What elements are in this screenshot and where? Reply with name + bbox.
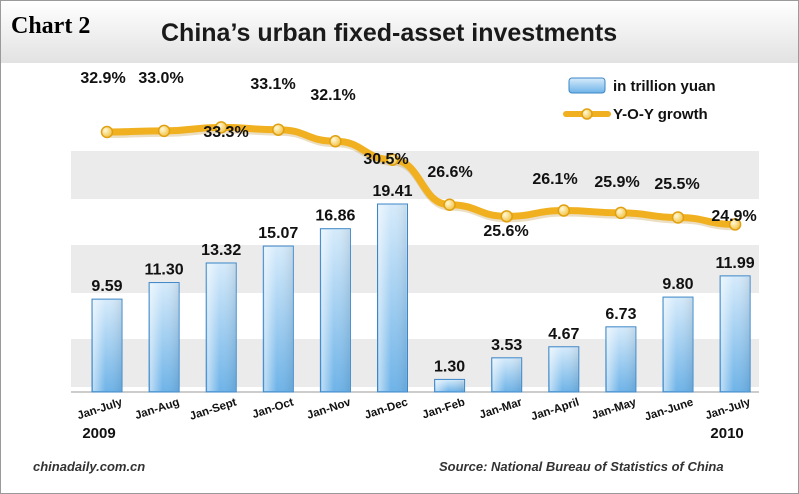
x-tick-label-10: Jan-June	[643, 396, 695, 423]
bar-value-label-1: 11.30	[145, 262, 184, 279]
bar-value-label-11: 11.99	[716, 255, 755, 272]
bar-value-label-8: 4.67	[548, 326, 579, 343]
x-tick-label-3: Jan-Oct	[251, 396, 296, 421]
growth-point-1	[157, 124, 171, 138]
growth-point-3	[272, 123, 285, 136]
bar-shine-2	[207, 263, 236, 391]
x-tick-label-9: Jan-May	[590, 396, 638, 422]
bar-value-label-10: 9.80	[662, 276, 693, 293]
growth-value-label-7: 25.6%	[483, 223, 528, 240]
bar-shine-5	[378, 205, 407, 391]
bar-value-label-0: 9.59	[91, 278, 122, 295]
bar-shine-8	[549, 347, 578, 391]
x-tick-label-11: Jan-July	[704, 396, 753, 422]
legend-line-marker	[581, 108, 593, 120]
chart-title: China’s urban fixed-asset investments	[161, 19, 618, 47]
x-tick-labels: Jan-July Jan-Aug Jan-Sept Jan-Oct Jan-Nov Jan…	[76, 396, 753, 423]
background-band	[71, 245, 759, 293]
growth-value-label-9: 25.9%	[594, 174, 639, 191]
bar-value-label-7: 3.53	[491, 337, 522, 354]
bar-shine-4	[321, 229, 350, 391]
growth-value-label-5: 30.5%	[363, 151, 408, 168]
bar-shine-11	[721, 276, 750, 391]
bar-value-label-5: 19.41	[372, 183, 412, 200]
bar-shine-3	[264, 247, 293, 391]
bar-shine-6	[435, 380, 464, 391]
background-band	[71, 339, 759, 387]
growth-value-label-1: 33.0%	[138, 70, 183, 87]
bar-shine-7	[492, 358, 521, 391]
bar-shine-0	[93, 300, 121, 391]
bar-shine-1	[150, 283, 179, 391]
year-label-2010: 2010	[710, 425, 743, 442]
x-tick-label-4: Jan-Nov	[305, 396, 352, 422]
bar-value-label-4: 16.86	[315, 208, 355, 225]
legend: in trillion yuan Y-O-Y growth	[563, 77, 716, 123]
growth-point-11	[728, 218, 742, 231]
growth-point-10	[671, 211, 685, 224]
x-tick-label-7: Jan-Mar	[478, 396, 524, 421]
growth-point-4	[329, 134, 342, 148]
growth-value-label-11: 24.9%	[711, 208, 756, 225]
growth-value-label-10: 25.5%	[654, 176, 699, 193]
bar-value-label-3: 15.07	[258, 225, 298, 242]
growth-point-6	[443, 198, 456, 212]
growth-value-label-3: 33.1%	[250, 76, 295, 93]
growth-value-label-2: 33.3%	[203, 124, 248, 141]
growth-point-0	[100, 125, 114, 139]
x-tick-label-1: Jan-Aug	[134, 396, 181, 422]
year-label-2009: 2009	[82, 425, 115, 442]
bar-value-label-9: 6.73	[605, 306, 636, 323]
x-tick-label-6: Jan-Feb	[421, 396, 467, 421]
bar-series	[91, 203, 751, 393]
year-labels: 2009 2010	[82, 425, 743, 442]
growth-point-7	[500, 210, 513, 223]
x-tick-label-0: Jan-July	[76, 396, 125, 422]
growth-value-label-6: 26.6%	[427, 164, 472, 181]
legend-bar-label: in trillion yuan	[613, 78, 716, 95]
source-site: chinadaily.com.cn	[33, 459, 146, 474]
growth-point-8	[557, 204, 571, 217]
growth-point-5	[386, 153, 399, 166]
title-band	[1, 1, 798, 63]
growth-point-9	[614, 206, 628, 220]
legend-line-label: Y-O-Y growth	[613, 106, 708, 123]
growth-value-label-4: 32.1%	[310, 87, 355, 104]
growth-value-label-0: 32.9%	[80, 70, 125, 87]
growth-value-label-8: 26.1%	[532, 171, 577, 188]
x-tick-label-8: Jan-April	[530, 396, 581, 423]
x-tick-label-5: Jan-Dec	[363, 396, 410, 421]
bar-value-label-6: 1.30	[434, 358, 465, 375]
bar-value-label-2: 13.32	[201, 242, 241, 259]
bar-shine-10	[664, 298, 692, 391]
growth-value-labels: 32.9% 33.0% 33.3% 33.1% 32.1% 30.5% 26.6% 25.6%…	[80, 70, 756, 240]
growth-point-2	[214, 121, 228, 134]
growth-series	[100, 121, 742, 231]
legend-bar-swatch	[568, 77, 606, 94]
chart-number-label: Chart 2	[11, 13, 91, 39]
bar-shine-9	[606, 327, 635, 391]
source-note: Source: National Bureau of Statistics of…	[439, 459, 724, 474]
x-tick-label-2: Jan-Sept	[188, 396, 238, 422]
bar-value-labels: 9.59 11.30 13.32 15.07 16.86 19.41 1.30 3.53 4.6…	[91, 183, 754, 375]
